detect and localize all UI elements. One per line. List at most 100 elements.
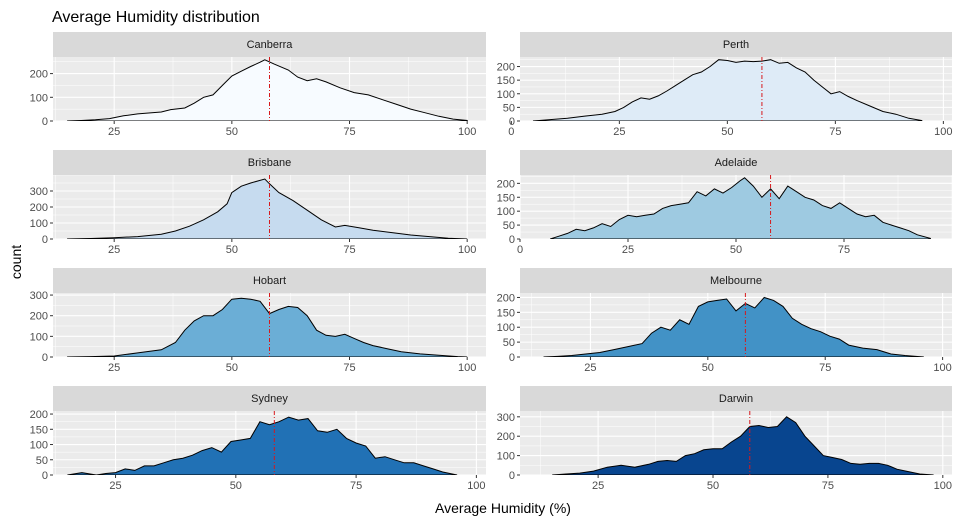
facet-strip-melbourne bbox=[520, 268, 952, 293]
x-tick-label-perth-100: 100 bbox=[934, 126, 952, 138]
y-tick-label-perth-50: 50 bbox=[503, 102, 515, 114]
y-tick-label-hobart-200: 200 bbox=[30, 311, 48, 323]
y-tick-label-sydney-50: 50 bbox=[36, 455, 48, 467]
facet-melbourne: Melbourne 0 50 100 150 200 25 50 75 100 bbox=[497, 268, 952, 374]
x-tick-label-brisbane-25: 25 bbox=[108, 244, 120, 256]
chart-title: Average Humidity distribution bbox=[52, 9, 260, 26]
x-tick-label-melbourne-100: 100 bbox=[933, 362, 951, 374]
y-tick-label-darwin-300: 300 bbox=[497, 412, 515, 424]
density-area-darwin bbox=[552, 416, 934, 475]
y-tick-label-brisbane-0: 0 bbox=[42, 234, 48, 246]
y-tick-label-perth-200: 200 bbox=[497, 62, 515, 74]
facet-label-canberra: Canberra bbox=[247, 39, 294, 51]
x-tick-label-canberra-50: 50 bbox=[226, 126, 238, 138]
y-tick-label-sydney-200: 200 bbox=[30, 409, 48, 421]
density-area-brisbane bbox=[67, 178, 468, 239]
x-tick-label-canberra-75: 75 bbox=[343, 126, 355, 138]
y-tick-label-brisbane-300: 300 bbox=[30, 186, 48, 198]
y-tick-label-sydney-150: 150 bbox=[30, 424, 48, 436]
y-tick-label-adelaide-200: 200 bbox=[497, 178, 515, 190]
y-tick-label-melbourne-200: 200 bbox=[497, 292, 515, 304]
y-tick-label-darwin-0: 0 bbox=[509, 470, 515, 482]
facet-strip-canberra bbox=[53, 32, 486, 57]
x-axis-title: Average Humidity (%) bbox=[435, 500, 571, 516]
x-tick-label-hobart-50: 50 bbox=[226, 362, 238, 374]
y-tick-label-darwin-200: 200 bbox=[497, 431, 515, 443]
facet-label-adelaide: Adelaide bbox=[715, 157, 758, 169]
x-tick-label-perth-75: 75 bbox=[829, 126, 841, 138]
y-tick-label-canberra-100: 100 bbox=[30, 92, 48, 104]
facet-label-hobart: Hobart bbox=[253, 275, 286, 287]
x-tick-label-hobart-75: 75 bbox=[343, 362, 355, 374]
y-tick-label-melbourne-100: 100 bbox=[497, 322, 515, 334]
y-tick-label-hobart-300: 300 bbox=[30, 290, 48, 302]
x-tick-label-darwin-75: 75 bbox=[822, 480, 834, 492]
y-tick-label-melbourne-150: 150 bbox=[497, 307, 515, 319]
y-tick-label-perth-100: 100 bbox=[497, 89, 515, 101]
y-tick-label-hobart-0: 0 bbox=[42, 352, 48, 364]
x-tick-label-darwin-50: 50 bbox=[707, 480, 719, 492]
x-tick-label-sydney-50: 50 bbox=[230, 480, 242, 492]
y-tick-label-brisbane-200: 200 bbox=[30, 202, 48, 214]
facet-label-perth: Perth bbox=[723, 39, 749, 51]
facet-label-melbourne: Melbourne bbox=[710, 275, 762, 287]
facet-brisbane: Brisbane 0 100 200 300 25 50 75 100 bbox=[30, 150, 486, 256]
x-tick-label-perth-0: 0 bbox=[508, 126, 514, 138]
facet-label-darwin: Darwin bbox=[719, 393, 753, 405]
x-tick-label-adelaide-50: 50 bbox=[730, 244, 742, 256]
x-tick-label-hobart-25: 25 bbox=[108, 362, 120, 374]
x-tick-label-hobart-100: 100 bbox=[458, 362, 476, 374]
x-tick-label-adelaide-0: 0 bbox=[517, 244, 523, 256]
x-tick-label-sydney-75: 75 bbox=[350, 480, 362, 492]
facet-darwin: Darwin 0 100 200 300 25 50 75 100 bbox=[497, 386, 952, 492]
y-tick-label-adelaide-100: 100 bbox=[497, 206, 515, 218]
density-area-canberra bbox=[67, 59, 468, 121]
x-tick-label-canberra-25: 25 bbox=[108, 126, 120, 138]
x-tick-label-brisbane-75: 75 bbox=[343, 244, 355, 256]
y-tick-label-canberra-200: 200 bbox=[30, 69, 48, 81]
y-tick-label-hobart-100: 100 bbox=[30, 331, 48, 343]
facet-strip-brisbane bbox=[53, 150, 486, 175]
y-tick-label-canberra-0: 0 bbox=[42, 116, 48, 128]
x-tick-label-melbourne-75: 75 bbox=[819, 362, 831, 374]
y-tick-label-perth-0: 0 bbox=[509, 116, 515, 128]
x-tick-label-brisbane-50: 50 bbox=[226, 244, 238, 256]
x-tick-label-perth-25: 25 bbox=[613, 126, 625, 138]
x-tick-label-sydney-100: 100 bbox=[467, 480, 485, 492]
density-area-adelaide bbox=[550, 177, 931, 239]
x-tick-label-melbourne-25: 25 bbox=[584, 362, 596, 374]
facet-strip-adelaide bbox=[520, 150, 952, 175]
facet-strip-sydney bbox=[53, 386, 486, 411]
x-tick-label-canberra-100: 100 bbox=[458, 126, 476, 138]
y-tick-label-adelaide-0: 0 bbox=[509, 234, 515, 246]
facet-sydney: Sydney 0 50 100 150 200 25 50 75 100 bbox=[30, 386, 486, 492]
x-tick-label-perth-50: 50 bbox=[721, 126, 733, 138]
x-tick-label-darwin-25: 25 bbox=[592, 480, 604, 492]
y-tick-label-adelaide-50: 50 bbox=[503, 220, 515, 232]
x-tick-label-brisbane-100: 100 bbox=[458, 244, 476, 256]
density-area-hobart bbox=[67, 297, 468, 357]
y-axis-title: count bbox=[8, 245, 24, 279]
y-tick-label-melbourne-50: 50 bbox=[503, 337, 515, 349]
facet-strip-hobart bbox=[53, 268, 486, 293]
facet-label-brisbane: Brisbane bbox=[248, 157, 291, 169]
y-tick-label-perth-150: 150 bbox=[497, 75, 515, 87]
y-tick-label-melbourne-0: 0 bbox=[509, 352, 515, 364]
x-tick-label-sydney-25: 25 bbox=[109, 480, 121, 492]
facet-hobart: Hobart 0 100 200 300 25 50 75 100 bbox=[30, 268, 486, 374]
facet-strip-perth bbox=[520, 32, 952, 57]
density-area-perth bbox=[532, 59, 923, 121]
y-tick-label-darwin-100: 100 bbox=[497, 451, 515, 463]
facet-canberra: Canberra 0 100 200 25 50 75 100 bbox=[30, 32, 486, 138]
y-tick-label-brisbane-100: 100 bbox=[30, 218, 48, 230]
y-tick-label-adelaide-150: 150 bbox=[497, 192, 515, 204]
facet-label-sydney: Sydney bbox=[251, 393, 288, 405]
y-tick-label-sydney-0: 0 bbox=[42, 470, 48, 482]
x-tick-label-melbourne-50: 50 bbox=[702, 362, 714, 374]
gridlines-darwin bbox=[520, 411, 952, 475]
y-tick-label-sydney-100: 100 bbox=[30, 440, 48, 452]
